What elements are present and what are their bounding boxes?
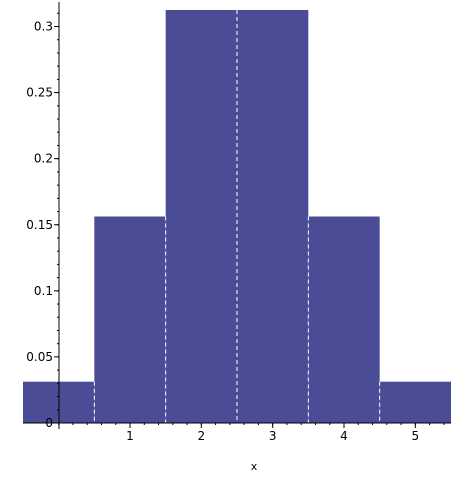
y-tick-label: 0.25: [26, 86, 53, 100]
y-tick-label: 0.15: [26, 218, 53, 232]
y-tick-label: 0.1: [34, 284, 53, 298]
bar-5: [379, 381, 451, 423]
bars: [23, 10, 451, 423]
bar-3: [237, 10, 309, 423]
y-tick-label: 0.05: [26, 350, 53, 364]
x-tick-label: 4: [340, 429, 348, 443]
bar-1: [94, 216, 166, 423]
axes: [23, 2, 451, 429]
bar-dividers: [93, 10, 381, 423]
y-tick-label: 0.3: [34, 20, 53, 34]
x-tick-label: 1: [126, 429, 134, 443]
bar-4: [308, 216, 380, 423]
x-tick-label: 2: [198, 429, 206, 443]
bar-2: [165, 10, 237, 423]
tick-labels: 0 0.05 0.1 0.15 0.2 0.25 0.3 1 2 3 4 5: [26, 20, 419, 443]
x-tick-label: 5: [412, 429, 420, 443]
x-axis-label: x: [251, 460, 258, 473]
y-tick-label: 0: [45, 416, 53, 430]
x-tick-label: 3: [269, 429, 277, 443]
y-tick-label: 0.2: [34, 152, 53, 166]
